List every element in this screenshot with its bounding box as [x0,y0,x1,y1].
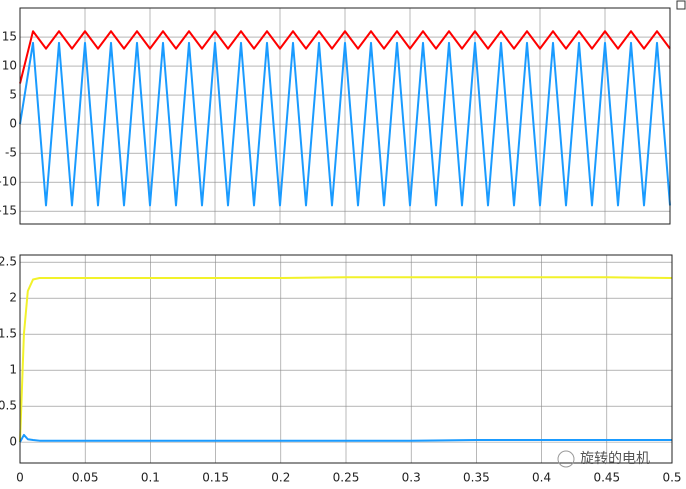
axes-box [19,254,673,464]
x-tick-label: 0.4 [532,471,551,485]
y-tick-label: 2 [9,291,17,305]
x-tick-label: 0.35 [463,471,490,485]
y-tick-label: 0 [9,435,17,449]
y-tick-label: -10 [0,175,17,189]
y-tick-label: 0 [9,117,17,131]
series-line [19,276,673,443]
watermark-icon [557,450,575,468]
y-tick-label: 0.5 [0,399,17,413]
series-line [19,30,671,84]
watermark-group: 旋转的电机 [557,450,650,468]
y-tick-label: 1.5 [0,327,17,341]
x-tick-label: 0.2 [271,471,290,485]
series-line [19,433,672,443]
y-tick-label: -15 [0,204,17,218]
watermark: 旋转的电机 [580,451,650,467]
y-tick-label: -5 [5,146,17,160]
x-tick-label: 0.1 [141,471,160,485]
y-tick-label: 15 [2,30,17,44]
y-tick-label: 5 [9,88,17,102]
x-tick-label: 0.05 [72,471,99,485]
x-tick-label: 0.25 [333,471,360,485]
y-tick-label: 10 [2,59,17,73]
series-line [19,41,671,207]
x-tick-label: 0.3 [402,471,421,485]
x-tick-label: 0.5 [662,471,681,485]
y-tick-label: 1 [9,363,17,377]
x-tick-label: 0.15 [202,471,229,485]
axes-box [19,7,671,225]
x-tick-label: 0 [16,471,24,485]
x-tick-label: 0.45 [593,471,620,485]
expand-icon[interactable] [676,0,686,10]
y-tick-label: 2.5 [0,255,17,269]
